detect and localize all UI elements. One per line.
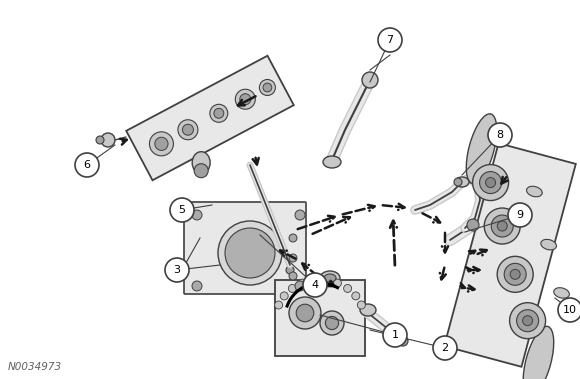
Circle shape: [325, 316, 339, 330]
Ellipse shape: [324, 274, 336, 282]
Circle shape: [259, 80, 276, 96]
Polygon shape: [275, 280, 365, 356]
Circle shape: [295, 281, 305, 291]
Circle shape: [303, 273, 327, 297]
Circle shape: [362, 72, 378, 88]
Circle shape: [240, 94, 251, 105]
Circle shape: [383, 323, 407, 347]
Polygon shape: [444, 143, 576, 367]
Circle shape: [484, 208, 520, 244]
Ellipse shape: [194, 164, 208, 178]
Ellipse shape: [323, 156, 341, 168]
Circle shape: [192, 210, 202, 220]
Text: 3: 3: [173, 265, 180, 275]
Circle shape: [510, 269, 520, 279]
Text: 7: 7: [386, 35, 394, 45]
Text: 9: 9: [516, 210, 524, 220]
Text: 2: 2: [441, 343, 448, 353]
Circle shape: [295, 210, 305, 220]
Circle shape: [491, 215, 513, 237]
Ellipse shape: [360, 304, 376, 316]
Circle shape: [289, 272, 297, 280]
Circle shape: [467, 219, 479, 231]
Circle shape: [310, 276, 318, 284]
Circle shape: [280, 292, 288, 300]
Circle shape: [357, 301, 365, 309]
Circle shape: [218, 221, 282, 285]
Text: 8: 8: [496, 130, 503, 140]
Circle shape: [510, 303, 546, 339]
Circle shape: [263, 83, 272, 92]
Circle shape: [473, 164, 509, 200]
Circle shape: [497, 221, 508, 231]
Circle shape: [288, 284, 296, 293]
Circle shape: [433, 336, 457, 360]
Ellipse shape: [541, 240, 556, 250]
Text: 10: 10: [563, 305, 577, 315]
Circle shape: [504, 263, 526, 285]
Circle shape: [289, 234, 297, 242]
Ellipse shape: [192, 152, 210, 174]
Circle shape: [101, 133, 115, 147]
Circle shape: [296, 304, 314, 322]
Circle shape: [289, 254, 297, 262]
Text: 6: 6: [84, 160, 90, 170]
Circle shape: [165, 258, 189, 282]
Circle shape: [96, 136, 104, 144]
Text: 1: 1: [392, 330, 398, 340]
Circle shape: [343, 284, 351, 293]
Circle shape: [320, 311, 344, 335]
Circle shape: [170, 198, 194, 222]
Circle shape: [150, 132, 173, 156]
Circle shape: [289, 297, 321, 329]
Circle shape: [178, 120, 198, 140]
Ellipse shape: [527, 186, 542, 197]
Circle shape: [334, 279, 342, 287]
Circle shape: [210, 104, 228, 122]
Circle shape: [75, 153, 99, 177]
Circle shape: [378, 28, 402, 52]
Ellipse shape: [466, 114, 497, 184]
Circle shape: [192, 281, 202, 291]
Ellipse shape: [454, 178, 462, 186]
Circle shape: [322, 276, 330, 284]
Circle shape: [523, 316, 532, 326]
Circle shape: [485, 177, 495, 188]
Circle shape: [488, 123, 512, 147]
Circle shape: [299, 279, 307, 287]
Circle shape: [508, 203, 532, 227]
Circle shape: [155, 137, 168, 150]
Circle shape: [497, 256, 533, 292]
Ellipse shape: [554, 288, 570, 298]
Text: 5: 5: [179, 205, 186, 215]
Circle shape: [398, 336, 408, 346]
Circle shape: [275, 301, 282, 309]
Circle shape: [225, 228, 275, 278]
Circle shape: [480, 172, 502, 194]
Circle shape: [214, 108, 224, 118]
Circle shape: [235, 89, 255, 109]
Ellipse shape: [455, 177, 469, 187]
Circle shape: [286, 266, 294, 274]
Circle shape: [558, 298, 580, 322]
Ellipse shape: [523, 326, 554, 379]
Circle shape: [352, 292, 360, 300]
Text: 4: 4: [311, 280, 318, 290]
Circle shape: [183, 124, 193, 135]
Circle shape: [517, 310, 539, 332]
Text: N0034973: N0034973: [8, 362, 62, 372]
Polygon shape: [126, 56, 294, 180]
Ellipse shape: [320, 271, 340, 285]
FancyBboxPatch shape: [184, 202, 306, 294]
